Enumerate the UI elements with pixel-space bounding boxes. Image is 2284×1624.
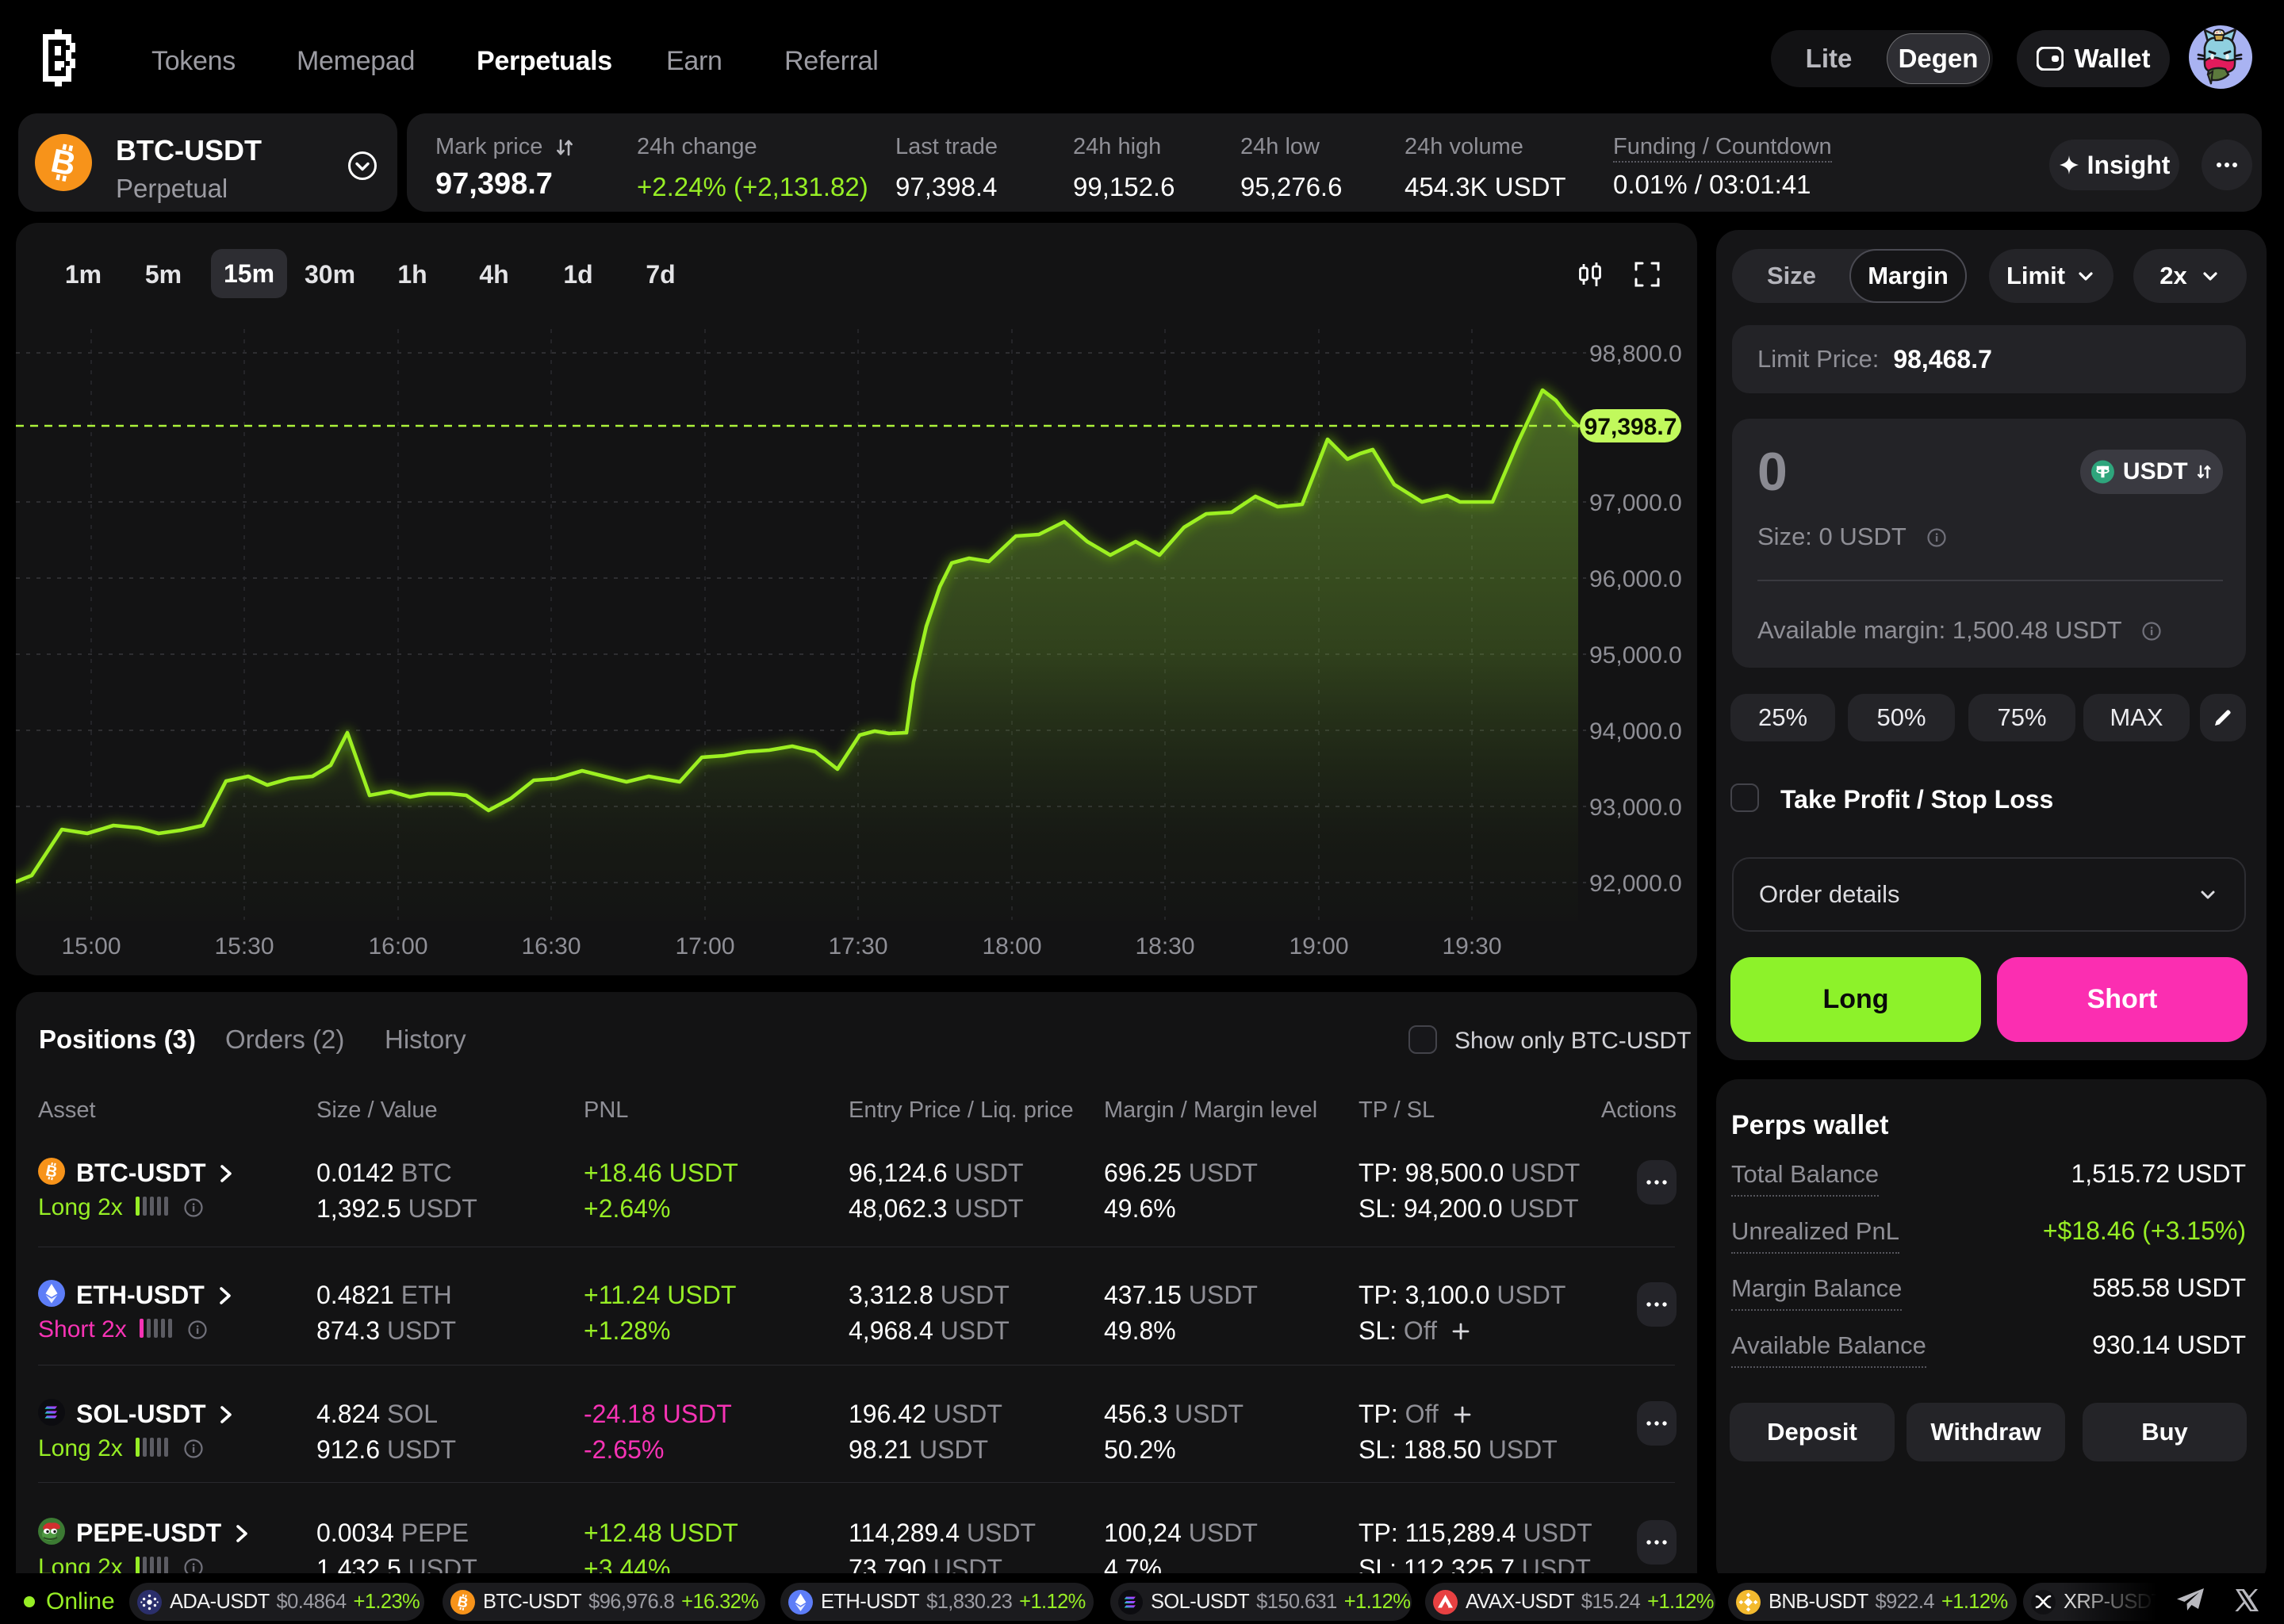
- svg-text:16:00: 16:00: [368, 933, 427, 959]
- svg-text:92,000.0: 92,000.0: [1589, 871, 1682, 897]
- svg-text:15:00: 15:00: [61, 933, 121, 959]
- svg-text:98,800.0: 98,800.0: [1589, 341, 1682, 367]
- svg-text:93,000.0: 93,000.0: [1589, 795, 1682, 821]
- svg-text:16:30: 16:30: [521, 933, 581, 959]
- svg-text:96,000.0: 96,000.0: [1589, 566, 1682, 592]
- svg-text:19:30: 19:30: [1442, 933, 1501, 959]
- svg-text:94,000.0: 94,000.0: [1589, 718, 1682, 745]
- svg-text:17:30: 17:30: [828, 933, 887, 959]
- svg-text:B: B: [44, 1162, 59, 1181]
- svg-text:15:30: 15:30: [214, 933, 274, 959]
- svg-text:97,398.7: 97,398.7: [1585, 414, 1677, 440]
- svg-text:97,000.0: 97,000.0: [1589, 490, 1682, 516]
- svg-text:95,000.0: 95,000.0: [1589, 642, 1682, 668]
- svg-text:19:00: 19:00: [1289, 933, 1348, 959]
- svg-text:18:30: 18:30: [1135, 933, 1194, 959]
- svg-text:18:00: 18:00: [982, 933, 1041, 959]
- svg-text:B: B: [456, 1593, 469, 1611]
- svg-text:17:00: 17:00: [675, 933, 734, 959]
